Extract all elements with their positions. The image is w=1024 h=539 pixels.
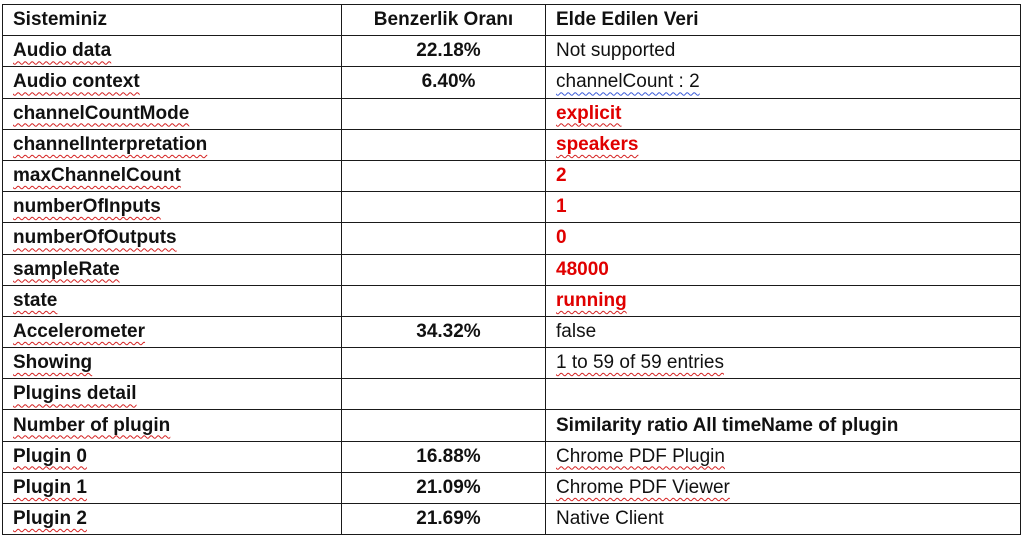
row-value (545, 378, 1021, 411)
row-ratio (341, 97, 546, 130)
row-ratio (341, 409, 546, 442)
row-value: speakers (545, 128, 1021, 161)
table-row: Showing 1 to 59 of 59 entries (2, 347, 1021, 380)
row-label: Accelerometer (2, 315, 342, 349)
row-ratio: 22.18% (341, 35, 546, 68)
row-label: maxChannelCount (2, 159, 342, 193)
row-ratio (341, 347, 546, 380)
table-row: Number of plugin Similarity ratio All ti… (2, 409, 1021, 442)
row-value: Chrome PDF Viewer (545, 471, 1021, 505)
row-label: channelInterpretation (2, 128, 342, 161)
header-system: Sisteminiz (2, 3, 342, 37)
row-ratio: 21.69% (341, 502, 546, 536)
row-ratio (341, 284, 546, 317)
row-label: channelCountMode (2, 97, 342, 130)
row-label: Number of plugin (2, 409, 342, 442)
table-row: Audio context 6.40% channelCount : 2 (2, 66, 1021, 99)
row-label: Showing (2, 347, 342, 380)
table-row: numberOfInputs 1 (2, 191, 1021, 224)
row-ratio (341, 222, 546, 255)
table-row: channelInterpretation speakers (2, 128, 1021, 161)
row-value: explicit (545, 97, 1021, 130)
table-row: maxChannelCount 2 (2, 159, 1021, 193)
row-value: 1 to 59 of 59 entries (545, 347, 1021, 380)
row-value: running (545, 284, 1021, 317)
row-ratio (341, 378, 546, 411)
row-label: state (2, 284, 342, 317)
row-ratio: 16.88% (341, 440, 546, 473)
row-label: Audio context (2, 66, 342, 99)
row-ratio: 21.09% (341, 471, 546, 505)
table-header-row: Sisteminiz Benzerlik Oranı Elde Edilen V… (2, 3, 1021, 37)
header-similarity-ratio: Benzerlik Oranı (341, 3, 546, 37)
row-ratio (341, 253, 546, 286)
row-value: Not supported (545, 35, 1021, 68)
row-value: 2 (545, 159, 1021, 193)
row-label: numberOfInputs (2, 191, 342, 224)
row-value: Chrome PDF Plugin (545, 440, 1021, 473)
row-value: Similarity ratio All timeName of plugin (545, 409, 1021, 442)
table-row: Plugin 0 16.88% Chrome PDF Plugin (2, 440, 1021, 473)
table-row: sampleRate 48000 (2, 253, 1021, 286)
row-value: false (545, 315, 1021, 349)
row-ratio: 6.40% (341, 66, 546, 99)
table-row: channelCountMode explicit (2, 97, 1021, 130)
row-label: Plugin 1 (2, 471, 342, 505)
row-label: numberOfOutputs (2, 222, 342, 255)
row-value: 1 (545, 191, 1021, 224)
table-row: Audio data 22.18% Not supported (2, 35, 1021, 68)
table-row: state running (2, 284, 1021, 317)
row-ratio (341, 159, 546, 193)
header-obtained-data: Elde Edilen Veri (545, 3, 1021, 37)
table-body: Audio data 22.18% Not supported Audio co… (2, 35, 1021, 536)
table-row: Plugin 1 21.09% Chrome PDF Viewer (2, 471, 1021, 505)
table-row: Plugins detail (2, 378, 1021, 411)
row-value: channelCount : 2 (545, 66, 1021, 99)
row-value: 0 (545, 222, 1021, 255)
fingerprint-table: Sisteminiz Benzerlik Oranı Elde Edilen V… (2, 3, 1021, 536)
table-row: Accelerometer 34.32% false (2, 315, 1021, 349)
table-row: numberOfOutputs 0 (2, 222, 1021, 255)
row-ratio (341, 128, 546, 161)
row-ratio (341, 191, 546, 224)
row-label: Plugin 0 (2, 440, 342, 473)
row-value: 48000 (545, 253, 1021, 286)
row-label: Plugins detail (2, 378, 342, 411)
table-row: Plugin 2 21.69% Native Client (2, 502, 1021, 536)
row-ratio: 34.32% (341, 315, 546, 349)
row-label: sampleRate (2, 253, 342, 286)
row-value: Native Client (545, 502, 1021, 536)
row-label: Audio data (2, 35, 342, 68)
row-label: Plugin 2 (2, 502, 342, 536)
